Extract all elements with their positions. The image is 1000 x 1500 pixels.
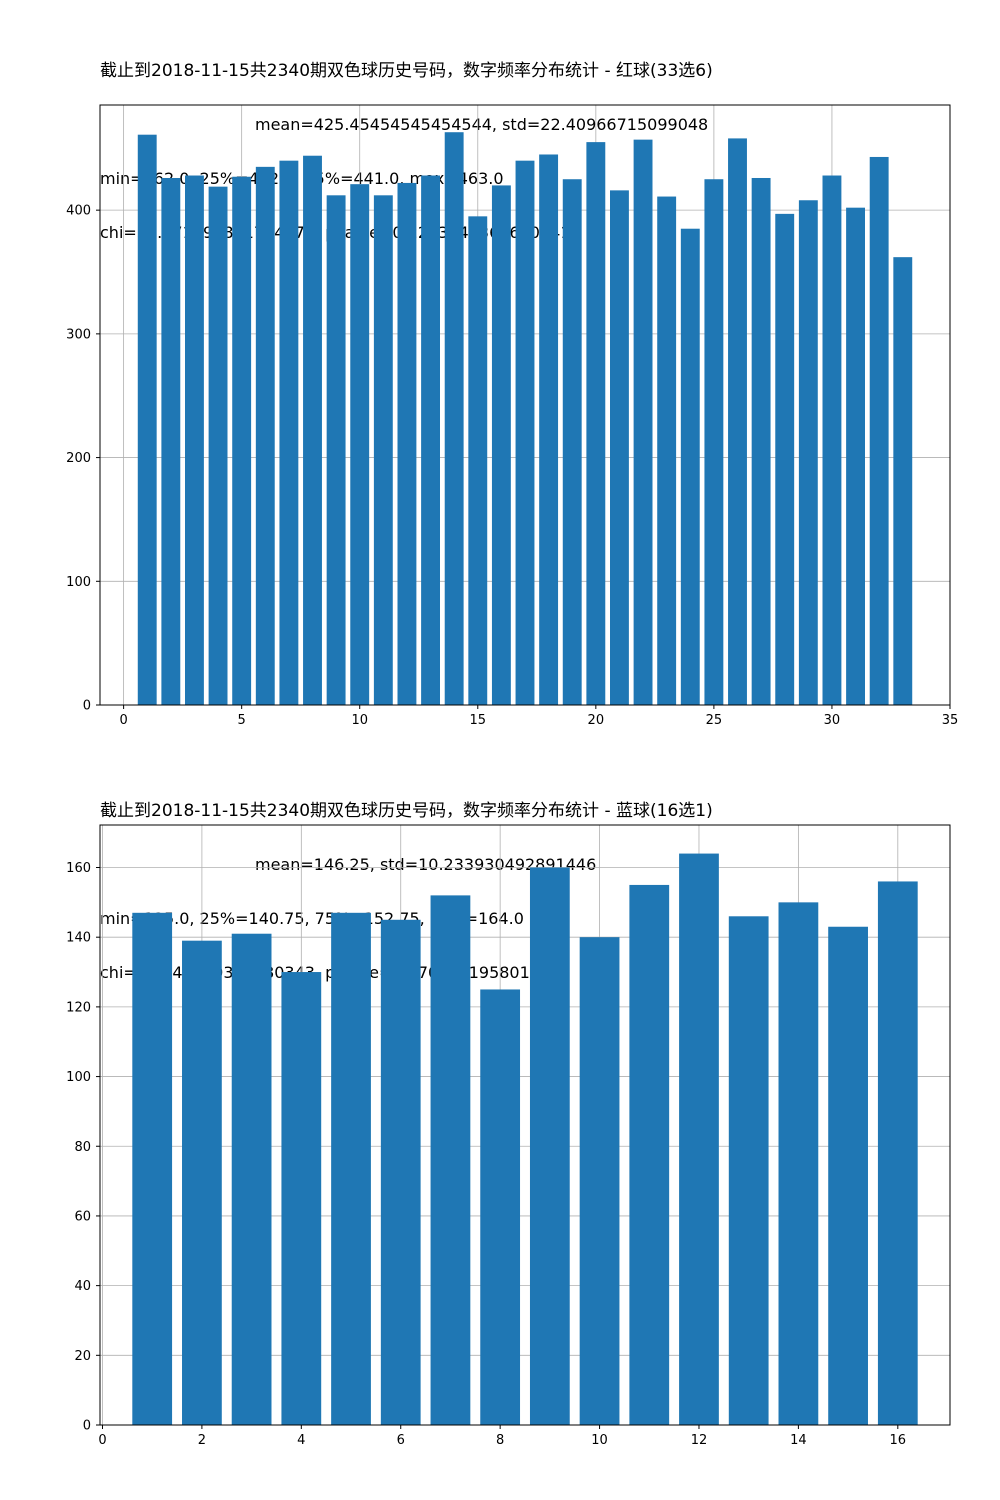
- red-xtick-label: 0: [119, 713, 127, 728]
- blue-axes-frame: [99, 824, 951, 1426]
- red-bar-28: [775, 213, 795, 706]
- blue-xtick-label: 12: [691, 1433, 708, 1448]
- red-bar-3: [185, 175, 204, 706]
- blue-ytick-label: 60: [74, 1209, 91, 1224]
- blue-bar-11: [629, 884, 670, 1425]
- red-bar-5: [232, 176, 252, 706]
- blue-xtick-label: 14: [790, 1433, 807, 1448]
- blue-ytick-label: 100: [66, 1070, 91, 1085]
- blue-bar-13: [728, 916, 769, 1425]
- red-bar-26: [728, 138, 747, 705]
- red-xtick-label: 20: [588, 713, 605, 728]
- blue-bar-5: [331, 912, 371, 1425]
- blue-bar-10: [579, 937, 620, 1425]
- red-xtick-label: 35: [942, 713, 959, 728]
- blue-bar-14: [778, 902, 819, 1425]
- red-bar-30: [822, 175, 842, 706]
- red-bar-25: [704, 179, 724, 705]
- red-chart-title: 截止到2018-11-15共2340期双色球历史号码，数字频率分布统计 - 红球…: [100, 61, 713, 81]
- blue-bar-15: [828, 926, 868, 1425]
- red-bar-15: [468, 216, 488, 705]
- red-chart-stats-mean-std: mean=425.45454545454544, std=22.40966715…: [255, 115, 709, 134]
- red-ytick-label: 300: [66, 327, 91, 342]
- red-bar-23: [657, 196, 677, 705]
- blue-xtick-label: 4: [297, 1433, 305, 1448]
- blue-bar-4: [281, 972, 322, 1425]
- blue-xtick-label: 10: [591, 1433, 608, 1448]
- red-bar-1: [137, 134, 157, 705]
- blue-ball-chart: 截止到2018-11-15共2340期双色球历史号码，数字频率分布统计 - 蓝球…: [0, 740, 1000, 1500]
- blue-bar-3: [231, 933, 272, 1425]
- blue-bar-16: [877, 881, 918, 1425]
- red-bar-11: [373, 195, 393, 706]
- red-xtick-label: 10: [351, 713, 368, 728]
- red-bar-12: [397, 182, 417, 706]
- red-ytick-label: 100: [66, 575, 91, 590]
- red-bar-32: [869, 156, 889, 706]
- red-bar-9: [326, 195, 346, 706]
- blue-bar-1: [132, 912, 173, 1425]
- red-bar-10: [350, 184, 370, 705]
- red-bar-4: [208, 186, 228, 706]
- red-bar-6: [255, 166, 275, 706]
- blue-bar-9: [529, 867, 570, 1425]
- red-bar-7: [279, 160, 299, 705]
- blue-xtick-label: 8: [496, 1433, 504, 1448]
- red-bar-24: [680, 228, 700, 705]
- red-bar-8: [303, 155, 322, 705]
- red-bar-21: [610, 190, 629, 705]
- red-bar-20: [586, 142, 606, 705]
- red-bar-13: [421, 175, 440, 706]
- red-ytick-label: 0: [83, 699, 91, 714]
- red-bar-19: [562, 179, 582, 705]
- blue-ytick-label: 120: [66, 1000, 91, 1015]
- red-ball-chart: 截止到2018-11-15共2340期双色球历史号码，数字频率分布统计 - 红球…: [0, 0, 1000, 740]
- red-chart-plot: 0 5 10 15 20 25 30 35 0 100 200 300 400: [66, 104, 959, 728]
- blue-xtick-label: 16: [890, 1433, 907, 1448]
- blue-ytick-label: 80: [74, 1140, 91, 1155]
- blue-xtick-label: 2: [198, 1433, 206, 1448]
- red-bar-31: [846, 207, 865, 705]
- blue-ytick-label: 20: [74, 1349, 91, 1364]
- red-xtick-label: 15: [470, 713, 487, 728]
- blue-xtick-label: 0: [98, 1433, 106, 1448]
- red-xtick-label: 30: [824, 713, 841, 728]
- blue-bar-8: [480, 989, 521, 1425]
- blue-bar-2: [182, 940, 222, 1425]
- blue-bar-7: [430, 895, 471, 1425]
- blue-xtick-label: 6: [397, 1433, 405, 1448]
- blue-bar-12: [679, 853, 719, 1425]
- red-bar-16: [491, 185, 511, 706]
- blue-ytick-label: 160: [66, 861, 91, 876]
- blue-ytick-label: 140: [66, 931, 91, 946]
- red-xtick-label: 5: [238, 713, 246, 728]
- red-ytick-label: 400: [66, 204, 91, 219]
- red-bar-27: [751, 177, 771, 705]
- red-bar-14: [444, 132, 464, 705]
- red-bar-17: [515, 160, 535, 705]
- blue-chart-title: 截止到2018-11-15共2340期双色球历史号码，数字频率分布统计 - 蓝球…: [100, 801, 713, 821]
- red-bar-29: [798, 200, 818, 705]
- red-bar-22: [633, 139, 653, 706]
- blue-ytick-label: 0: [83, 1419, 91, 1434]
- red-bar-33: [893, 257, 913, 705]
- blue-bar-6: [380, 919, 421, 1425]
- red-xtick-label: 25: [706, 713, 723, 728]
- red-ytick-label: 200: [66, 451, 91, 466]
- red-bar-18: [539, 154, 559, 705]
- blue-ytick-label: 40: [74, 1279, 91, 1294]
- red-bar-2: [161, 177, 181, 705]
- red-axes-frame: [99, 104, 951, 706]
